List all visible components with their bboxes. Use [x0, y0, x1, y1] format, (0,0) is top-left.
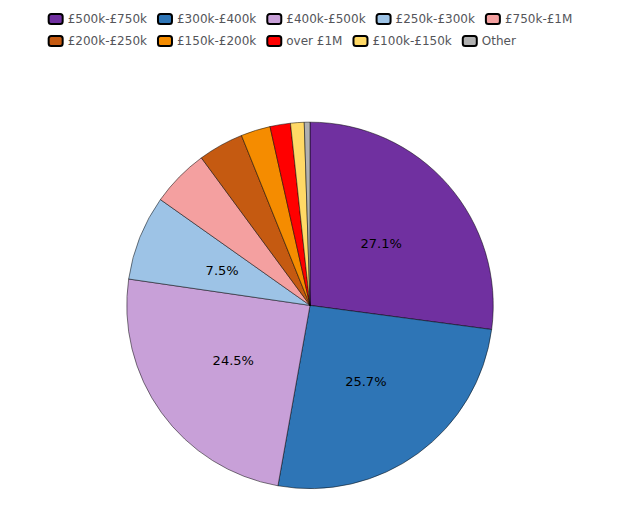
svg-text:£300k-£400k: £300k-£400k: [177, 12, 256, 26]
svg-text:24.5%: 24.5%: [213, 353, 254, 368]
svg-text:£750k-£1M: £750k-£1M: [505, 12, 572, 26]
svg-text:£250k-£300k: £250k-£300k: [396, 12, 475, 26]
svg-text:£150k-£200k: £150k-£200k: [177, 34, 256, 48]
svg-text:Other: Other: [482, 34, 516, 48]
svg-text:7.5%: 7.5%: [206, 263, 239, 278]
svg-text:25.7%: 25.7%: [345, 374, 386, 389]
svg-text:over £1M: over £1M: [286, 34, 342, 48]
svg-text:£500k-£750k: £500k-£750k: [68, 12, 147, 26]
svg-text:£100k-£150k: £100k-£150k: [372, 34, 451, 48]
svg-text:£400k-£500k: £400k-£500k: [286, 12, 365, 26]
svg-text:27.1%: 27.1%: [361, 236, 402, 251]
svg-text:£200k-£250k: £200k-£250k: [68, 34, 147, 48]
